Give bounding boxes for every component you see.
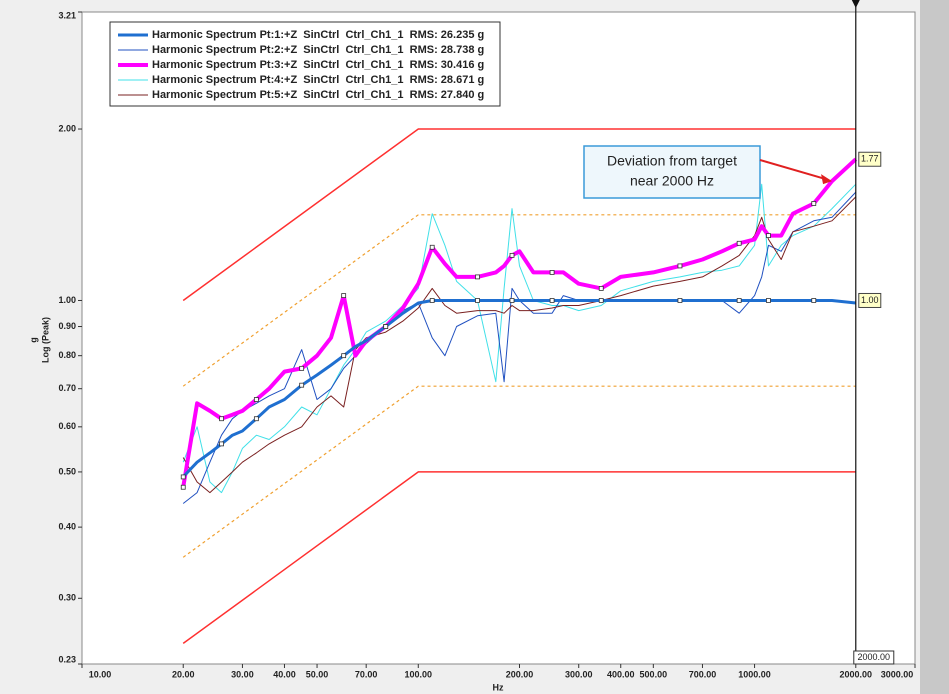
marker: [475, 274, 480, 280]
marker: [766, 233, 771, 238]
series-line: [182, 183, 857, 494]
marker: [509, 252, 515, 258]
cursor-x-box: [853, 650, 895, 665]
x-tick-label: 10.00: [89, 669, 112, 679]
y-axis-label: Log (Peak): [40, 317, 50, 363]
marker: [677, 263, 683, 269]
x-tick-label: 100.00: [405, 669, 433, 679]
y-tick-label: 0.80: [58, 350, 76, 360]
marker: [341, 293, 347, 298]
legend-label: Harmonic Spectrum Pt:5:+Z SinCtrl Ctrl_C…: [152, 89, 484, 101]
y-tick-label: 0.23: [58, 654, 76, 664]
marker: [736, 298, 742, 303]
y-tick-label: 0.90: [58, 321, 76, 331]
marker: [180, 484, 186, 490]
marker: [549, 270, 555, 275]
marker: [549, 298, 555, 303]
marker: [598, 298, 604, 303]
marker: [253, 416, 259, 422]
marker: [677, 298, 683, 303]
limit-line: [182, 471, 856, 645]
limit-line: [182, 128, 856, 302]
y-tick-label: 0.60: [58, 421, 76, 431]
limit-line: [182, 385, 856, 558]
marker: [383, 324, 389, 329]
marker: [598, 286, 604, 291]
callout-arrow: [759, 159, 827, 181]
cursor-readout-box: [858, 292, 882, 308]
callout-box: [583, 145, 761, 199]
cursor-arrow: [851, 0, 860, 8]
cursor-readout: 1.00: [861, 295, 879, 305]
y-tick-label: 1.00: [58, 295, 76, 305]
y-tick-label: 0.30: [58, 593, 76, 603]
x-tick-label: 300.00: [565, 669, 593, 679]
x-tick-label: 3000.00: [881, 669, 914, 679]
x-tick-label: 200.00: [506, 669, 534, 679]
marker: [766, 298, 771, 303]
x-tick-label: 1000.00: [738, 669, 771, 679]
marker: [299, 382, 305, 388]
y-tick-label: 2.00: [58, 123, 76, 133]
x-tick-label: 70.00: [355, 669, 378, 679]
callout-text: Deviation from target: [607, 153, 737, 169]
y-tick-label: 0.70: [58, 383, 76, 393]
series-line: [182, 299, 856, 478]
marker: [736, 240, 742, 246]
x-tick-label: 50.00: [306, 669, 329, 679]
marker: [811, 201, 817, 206]
y-axis-label: g: [28, 337, 38, 343]
legend-label: Harmonic Spectrum Pt:2:+Z SinCtrl Ctrl_C…: [152, 44, 484, 56]
marker: [180, 474, 186, 480]
series-line: [181, 157, 858, 488]
cursor-readout: 1.77: [861, 154, 879, 164]
x-tick-label: 400.00: [607, 669, 635, 679]
x-tick-label: 2000.00: [840, 669, 873, 679]
x-tick-label: 40.00: [273, 669, 296, 679]
y-tick-label: 0.40: [58, 521, 76, 531]
marker: [299, 365, 305, 371]
legend-box: [109, 21, 501, 107]
plot-lines: [180, 128, 858, 645]
cursor-readout-box: [858, 151, 882, 167]
marker: [429, 244, 435, 250]
callout-text: near 2000 Hz: [630, 173, 714, 189]
y-tick-label: 0.50: [58, 466, 76, 476]
marker: [219, 441, 224, 447]
x-tick-label: 700.00: [689, 669, 717, 679]
marker: [219, 416, 224, 422]
x-tick-label: 30.00: [231, 669, 254, 679]
limit-line: [182, 214, 856, 387]
marker: [811, 298, 817, 303]
marker: [341, 353, 347, 359]
legend-label: Harmonic Spectrum Pt:1:+Z SinCtrl Ctrl_C…: [152, 29, 484, 41]
marker: [253, 397, 259, 402]
cursor-x-label: 2000.00: [858, 652, 891, 662]
marker: [475, 298, 480, 303]
x-tick-label: 500.00: [640, 669, 668, 679]
marker: [429, 298, 435, 303]
x-axis-label: Hz: [493, 682, 504, 692]
callout-arrowhead: [821, 174, 833, 185]
y-tick-label: 3.21: [58, 10, 76, 20]
marker: [509, 298, 515, 303]
x-tick-label: 20.00: [172, 669, 195, 679]
legend-label: Harmonic Spectrum Pt:3:+Z SinCtrl Ctrl_C…: [152, 59, 484, 71]
legend-label: Harmonic Spectrum Pt:4:+Z SinCtrl Ctrl_C…: [152, 74, 484, 86]
